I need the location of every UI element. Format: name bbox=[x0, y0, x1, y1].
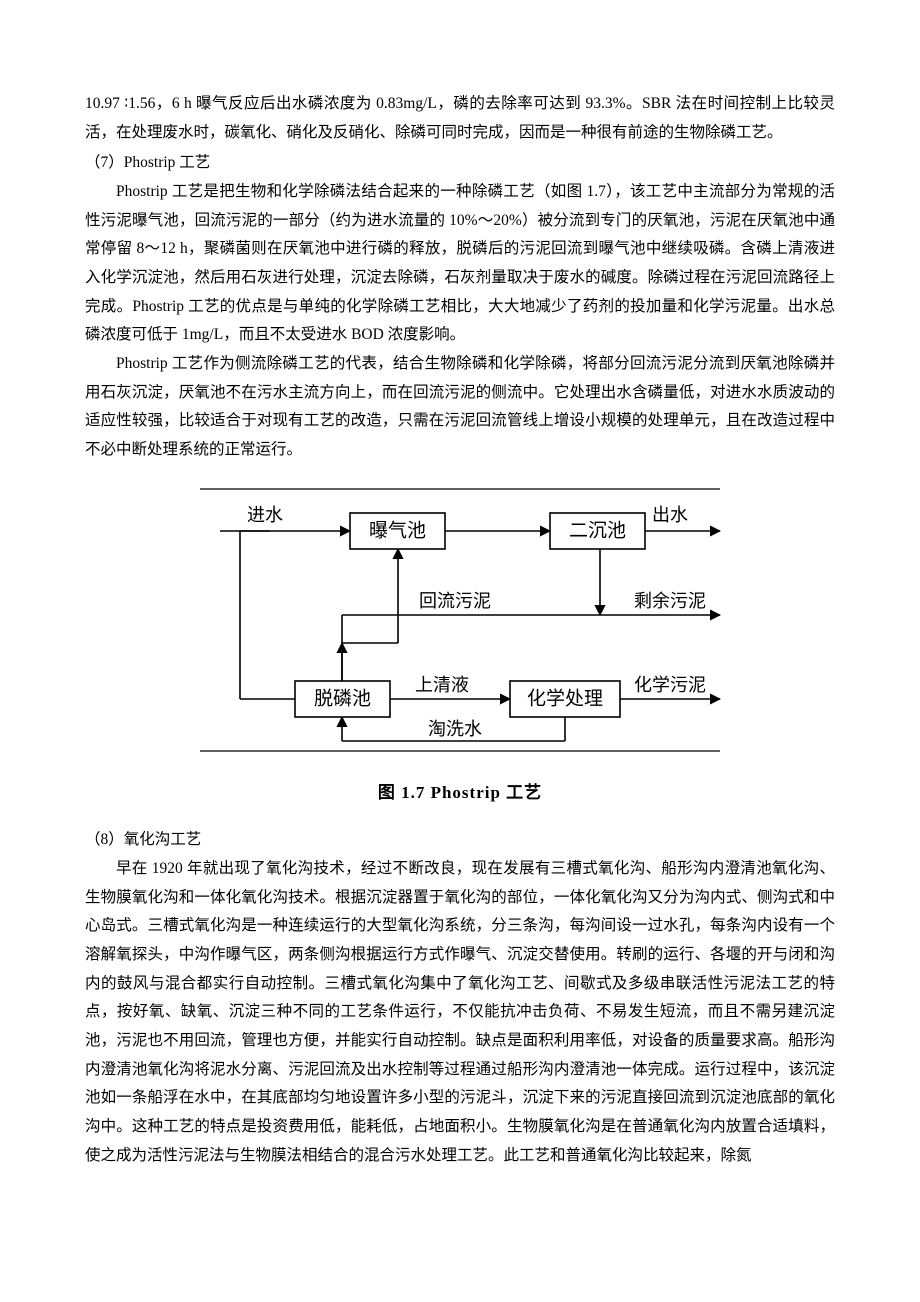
svg-text:进水: 进水 bbox=[247, 505, 283, 525]
svg-text:上清液: 上清液 bbox=[415, 675, 469, 695]
document-page: 10.97 ∶1.56，6 h 曝气反应后出水磷浓度为 0.83mg/L，磷的去… bbox=[0, 0, 920, 1230]
svg-text:化学污泥: 化学污泥 bbox=[634, 675, 706, 695]
svg-text:出水: 出水 bbox=[652, 505, 688, 525]
paragraph-phostrip-2: Phostrip 工艺作为侧流除磷工艺的代表，结合生物除磷和化学除磷，将部分回流… bbox=[85, 350, 835, 465]
paragraph-lead: 10.97 ∶1.56，6 h 曝气反应后出水磷浓度为 0.83mg/L，磷的去… bbox=[85, 90, 835, 147]
svg-text:二沉池: 二沉池 bbox=[569, 519, 626, 541]
figure-1-7: 进水 出水回流污泥 剩余污泥上清液 化学污泥淘洗水 曝气池 二沉池脱磷池 化学处理 bbox=[85, 483, 835, 763]
section-8-heading: （8）氧化沟工艺 bbox=[85, 826, 835, 855]
figure-1-7-caption: 图 1.7 Phostrip 工艺 bbox=[85, 777, 835, 808]
svg-text:脱磷池: 脱磷池 bbox=[314, 687, 371, 709]
svg-text:剩余污泥: 剩余污泥 bbox=[634, 591, 706, 611]
paragraph-oxidation-ditch: 早在 1920 年就出现了氧化沟技术，经过不断改良，现在发展有三槽式氧化沟、船形… bbox=[85, 855, 835, 1170]
svg-text:淘洗水: 淘洗水 bbox=[428, 719, 482, 739]
phostrip-flow-diagram: 进水 出水回流污泥 剩余污泥上清液 化学污泥淘洗水 曝气池 二沉池脱磷池 化学处理 bbox=[180, 483, 740, 763]
svg-text:曝气池: 曝气池 bbox=[369, 519, 426, 541]
section-7-heading: （7）Phostrip 工艺 bbox=[85, 149, 835, 178]
svg-text:回流污泥: 回流污泥 bbox=[419, 591, 491, 611]
paragraph-phostrip-1: Phostrip 工艺是把生物和化学除磷法结合起来的一种除磷工艺（如图 1.7）… bbox=[85, 178, 835, 350]
svg-text:化学处理: 化学处理 bbox=[527, 687, 603, 709]
